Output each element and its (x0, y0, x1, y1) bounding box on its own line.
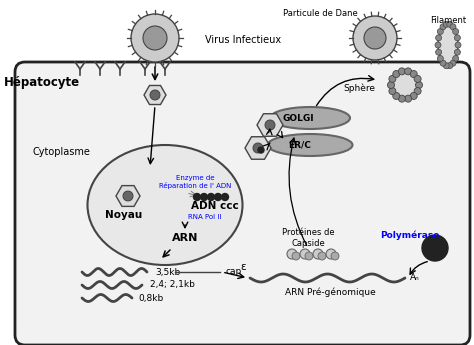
Circle shape (440, 60, 446, 66)
Circle shape (201, 194, 208, 200)
Text: Sphère: Sphère (343, 83, 375, 93)
Circle shape (221, 194, 228, 200)
Circle shape (313, 249, 323, 259)
Circle shape (318, 252, 326, 260)
Ellipse shape (88, 145, 243, 265)
Circle shape (253, 143, 263, 153)
Circle shape (143, 26, 167, 50)
Polygon shape (257, 114, 283, 136)
Circle shape (410, 71, 417, 78)
Circle shape (305, 252, 313, 260)
Circle shape (447, 21, 453, 27)
Circle shape (416, 81, 422, 89)
Text: Virus Infectieux: Virus Infectieux (205, 35, 281, 45)
Circle shape (455, 49, 460, 55)
Text: Polymérase: Polymérase (380, 230, 440, 240)
Text: ARN Pré-génomique: ARN Pré-génomique (284, 287, 375, 297)
Circle shape (447, 63, 453, 69)
Circle shape (398, 68, 405, 75)
Circle shape (453, 29, 459, 34)
Circle shape (410, 92, 417, 99)
Circle shape (215, 194, 221, 200)
Circle shape (455, 35, 460, 41)
Circle shape (398, 95, 405, 102)
Circle shape (450, 60, 456, 66)
Circle shape (388, 81, 394, 89)
Ellipse shape (438, 24, 458, 66)
Circle shape (405, 95, 411, 102)
Text: 3,5kb: 3,5kb (155, 267, 180, 276)
Circle shape (389, 76, 396, 82)
Text: Cytoplasme: Cytoplasme (32, 147, 90, 157)
Text: ADN ccc: ADN ccc (191, 201, 239, 211)
Circle shape (208, 194, 215, 200)
Text: Filament: Filament (430, 16, 466, 24)
Polygon shape (144, 86, 166, 105)
Circle shape (123, 191, 133, 201)
Circle shape (414, 76, 421, 82)
Circle shape (455, 42, 461, 48)
Text: GOLGI: GOLGI (282, 114, 314, 122)
Circle shape (393, 92, 400, 99)
Circle shape (292, 252, 300, 260)
Circle shape (300, 249, 310, 259)
Circle shape (453, 56, 459, 61)
Text: 0,8kb: 0,8kb (138, 294, 163, 303)
Circle shape (150, 90, 160, 100)
Circle shape (440, 24, 446, 30)
Circle shape (438, 56, 443, 61)
Circle shape (443, 63, 449, 69)
Circle shape (131, 14, 179, 62)
Text: Enzyme de
Réparation de l' ADN: Enzyme de Réparation de l' ADN (159, 175, 231, 189)
Text: ε: ε (240, 262, 246, 272)
Text: ARN: ARN (172, 233, 198, 243)
Circle shape (450, 24, 456, 30)
Polygon shape (245, 137, 271, 159)
Circle shape (414, 88, 421, 95)
Polygon shape (116, 186, 140, 206)
Text: RNA Pol II: RNA Pol II (188, 214, 222, 220)
Text: Noyau: Noyau (105, 210, 142, 220)
Circle shape (422, 235, 448, 261)
Circle shape (331, 252, 339, 260)
Circle shape (193, 194, 201, 200)
Circle shape (405, 68, 411, 75)
Text: Protéines de
Capside: Protéines de Capside (282, 228, 334, 248)
Circle shape (393, 71, 400, 78)
Text: Particule de Dane: Particule de Dane (283, 9, 357, 18)
Circle shape (438, 29, 443, 34)
Circle shape (258, 147, 264, 153)
Circle shape (443, 21, 449, 27)
Circle shape (435, 42, 441, 48)
Text: Hépatocyte: Hépatocyte (4, 76, 80, 89)
Ellipse shape (267, 134, 353, 156)
Circle shape (353, 16, 397, 60)
Text: ER/C: ER/C (289, 140, 311, 149)
Circle shape (326, 249, 336, 259)
Circle shape (265, 120, 275, 130)
Circle shape (364, 27, 386, 49)
Text: cap: cap (226, 267, 242, 276)
Circle shape (436, 35, 442, 41)
Circle shape (391, 71, 419, 99)
Circle shape (287, 249, 297, 259)
Ellipse shape (270, 107, 350, 129)
FancyBboxPatch shape (15, 62, 470, 345)
Circle shape (436, 49, 442, 55)
Text: 2,4; 2,1kb: 2,4; 2,1kb (150, 280, 195, 289)
Circle shape (389, 88, 396, 95)
Text: Aₙ: Aₙ (410, 274, 420, 283)
